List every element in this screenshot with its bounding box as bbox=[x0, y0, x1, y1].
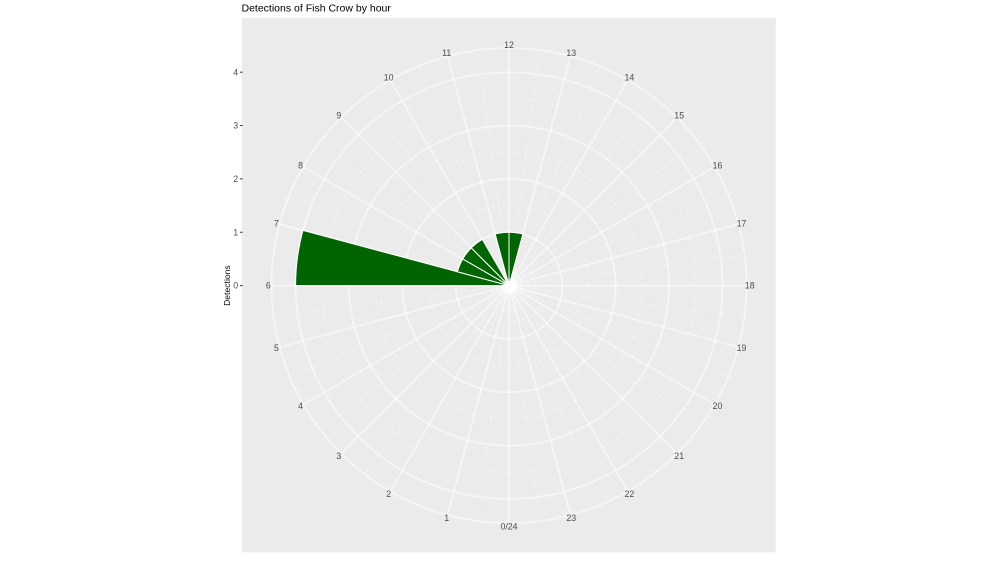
svg-text:14: 14 bbox=[624, 72, 634, 82]
svg-text:9: 9 bbox=[336, 111, 341, 121]
svg-text:0/24: 0/24 bbox=[500, 521, 517, 531]
svg-text:1: 1 bbox=[233, 227, 238, 237]
svg-text:12: 12 bbox=[504, 40, 514, 50]
svg-text:3: 3 bbox=[336, 451, 341, 461]
svg-text:11: 11 bbox=[442, 48, 451, 58]
svg-text:10: 10 bbox=[384, 72, 394, 82]
svg-text:18: 18 bbox=[745, 281, 755, 291]
svg-text:5: 5 bbox=[274, 343, 279, 353]
svg-text:21: 21 bbox=[674, 451, 684, 461]
svg-text:17: 17 bbox=[737, 218, 747, 228]
svg-text:13: 13 bbox=[566, 48, 576, 58]
svg-text:1: 1 bbox=[444, 513, 449, 523]
svg-text:2: 2 bbox=[233, 174, 238, 184]
svg-text:19: 19 bbox=[737, 343, 747, 353]
svg-text:16: 16 bbox=[713, 160, 723, 170]
svg-text:8: 8 bbox=[298, 160, 303, 170]
svg-text:15: 15 bbox=[674, 111, 684, 121]
svg-text:Detections: Detections bbox=[222, 265, 232, 306]
svg-text:22: 22 bbox=[624, 489, 634, 499]
svg-text:7: 7 bbox=[274, 218, 279, 228]
svg-text:4: 4 bbox=[298, 401, 303, 411]
svg-text:Detections of Fish Crow by hou: Detections of Fish Crow by hour bbox=[242, 2, 392, 14]
svg-text:0: 0 bbox=[233, 281, 238, 291]
svg-text:20: 20 bbox=[713, 401, 723, 411]
svg-text:3: 3 bbox=[233, 121, 238, 131]
svg-text:2: 2 bbox=[386, 489, 391, 499]
svg-text:23: 23 bbox=[566, 513, 576, 523]
svg-text:6: 6 bbox=[266, 281, 271, 291]
svg-text:4: 4 bbox=[233, 67, 238, 77]
